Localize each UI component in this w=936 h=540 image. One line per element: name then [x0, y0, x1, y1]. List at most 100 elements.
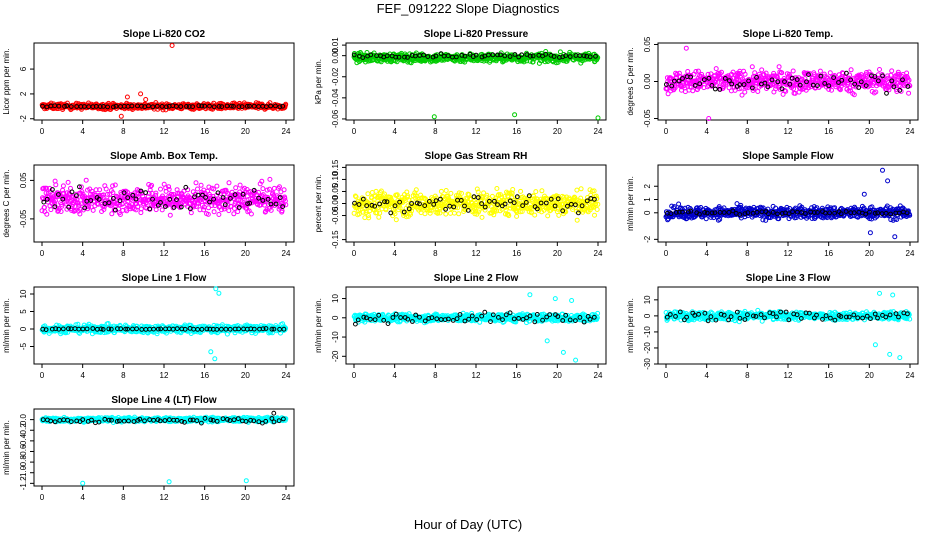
data-point	[360, 55, 366, 60]
data-point	[109, 211, 115, 217]
data-point	[237, 182, 243, 188]
data-point	[676, 201, 682, 207]
data-point	[431, 114, 437, 120]
data-point	[233, 185, 239, 191]
x-tick-label: 20	[553, 371, 562, 380]
data-point	[248, 211, 254, 217]
data-point	[530, 53, 536, 59]
data-point	[124, 94, 130, 100]
data-point	[281, 187, 287, 193]
data-point	[211, 104, 217, 110]
x-tick-label: 4	[80, 249, 85, 258]
panel-title: Slope Sample Flow	[742, 151, 833, 162]
y-tick-label: -0.06	[331, 109, 340, 128]
data-point	[884, 90, 889, 96]
data-point	[422, 211, 428, 217]
data-point	[280, 103, 286, 109]
figure-xlabel: Hour of Day (UTC)	[413, 517, 523, 532]
data-point	[224, 103, 230, 109]
data-point	[545, 213, 551, 219]
data-point	[494, 186, 500, 191]
data-point	[214, 183, 220, 189]
y-tick-label: 0	[643, 210, 652, 215]
x-tick-label: 8	[433, 127, 438, 136]
y-axis-label: kPa per min.	[314, 59, 323, 104]
data-point	[574, 187, 580, 193]
panel-4: Slope Amb. Box Temp.degrees C per min.0 4…	[2, 151, 295, 258]
y-tick-label: -0.04	[331, 88, 340, 107]
data-point	[376, 214, 382, 220]
data-point	[247, 103, 252, 109]
data-point	[712, 86, 718, 92]
data-point	[158, 186, 163, 192]
data-point	[393, 217, 399, 223]
y-axis-label: percent per min.	[314, 175, 323, 233]
data-point	[231, 211, 237, 217]
data-point	[817, 68, 823, 74]
y-tick-label: 6	[19, 66, 28, 71]
panel-title: Slope Line 2 Flow	[434, 273, 519, 284]
data-point	[251, 103, 257, 109]
x-tick-label: 24	[282, 371, 291, 380]
data-point	[867, 230, 873, 236]
data-point	[207, 103, 212, 109]
data-point	[592, 212, 597, 218]
data-point	[518, 188, 524, 194]
data-point	[267, 176, 273, 182]
data-point	[448, 190, 454, 196]
data-point	[212, 356, 218, 362]
data-point	[587, 54, 593, 60]
data-point	[885, 178, 891, 184]
data-point	[260, 186, 266, 192]
data-point	[244, 103, 250, 109]
data-point	[351, 52, 357, 58]
y-tick-label: 5	[19, 309, 28, 314]
y-tick-label: 0	[331, 315, 340, 320]
data-point	[68, 104, 74, 109]
data-point	[502, 53, 508, 59]
data-point	[479, 214, 485, 220]
x-tick-label: 20	[553, 127, 562, 136]
data-point	[239, 104, 245, 109]
x-tick-label: 8	[121, 371, 126, 380]
data-point	[532, 212, 538, 218]
data-point	[273, 103, 278, 109]
x-tick-label: 16	[200, 371, 209, 380]
data-point	[742, 89, 748, 95]
series-2	[351, 51, 598, 60]
data-point	[195, 186, 200, 192]
y-axis-label: ml/min per min.	[314, 298, 323, 353]
panel-3: Slope Li-820 Temp.degrees C per min.0 4 8 1…	[626, 29, 919, 136]
x-tick-label: 20	[241, 127, 250, 136]
x-tick-label: 0	[352, 127, 357, 136]
data-point	[771, 70, 777, 76]
x-tick-label: 16	[824, 127, 833, 136]
data-point	[877, 67, 882, 72]
data-point	[556, 212, 562, 218]
data-point	[48, 207, 54, 213]
y-tick-label: 0.00	[331, 47, 340, 63]
x-tick-label: 4	[80, 127, 85, 136]
x-tick-label: 24	[594, 371, 603, 380]
x-tick-label: 0	[664, 249, 669, 258]
data-point	[827, 70, 833, 76]
data-point	[174, 104, 179, 109]
data-point	[83, 177, 89, 183]
x-tick-label: 12	[160, 127, 169, 136]
data-point	[578, 186, 584, 192]
x-tick-label: 24	[594, 127, 603, 136]
data-point	[530, 59, 536, 65]
data-point	[190, 104, 196, 109]
data-point	[695, 68, 701, 74]
x-tick-label: 4	[392, 249, 397, 258]
y-axis-label: degrees C per min.	[2, 169, 11, 237]
x-tick-label: 0	[40, 371, 45, 380]
data-point	[90, 207, 96, 213]
x-tick-label: 0	[40, 249, 45, 258]
data-point	[848, 67, 854, 73]
data-point	[528, 53, 533, 59]
data-point	[211, 209, 217, 215]
data-point	[65, 179, 71, 185]
